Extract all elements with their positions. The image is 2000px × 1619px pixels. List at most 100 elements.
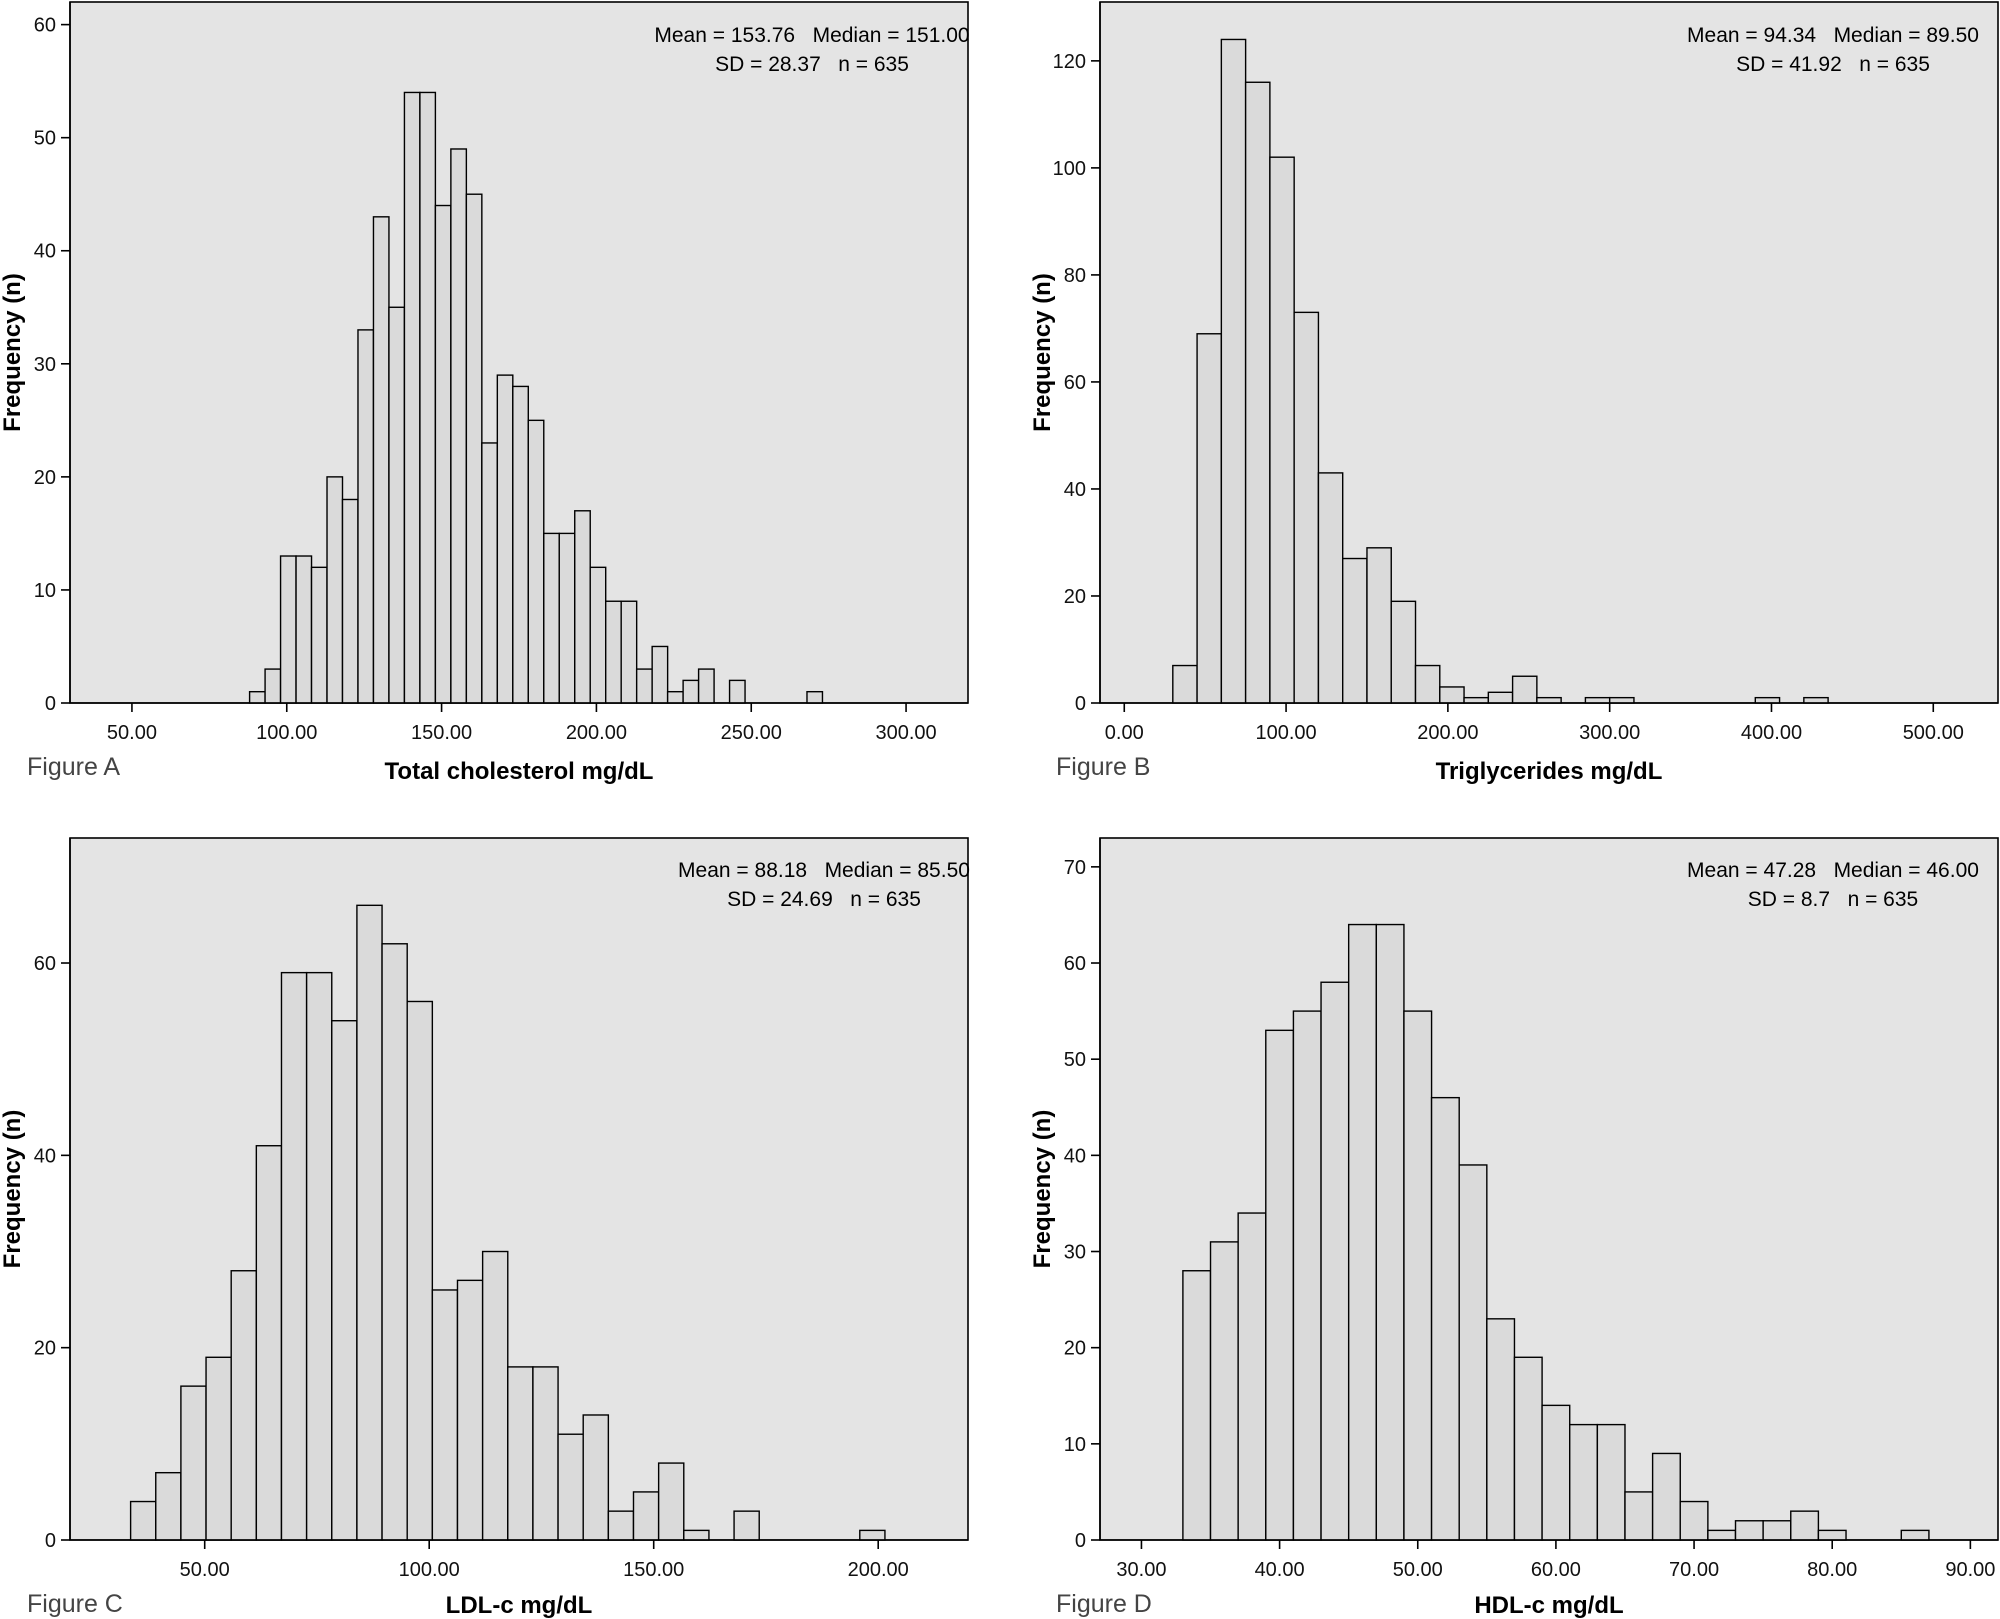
- histogram-bar: [558, 532, 576, 704]
- histogram-bar: [255, 1145, 283, 1541]
- histogram-bar: [450, 148, 468, 704]
- y-tick-label: 40: [1064, 1145, 1086, 1167]
- histogram-bar: [1265, 1029, 1295, 1541]
- histogram-bar: [356, 904, 383, 1541]
- x-tick-label: 60.00: [1531, 1559, 1581, 1581]
- x-tick-label: 300.00: [1579, 722, 1640, 744]
- histogram-bar: [357, 329, 375, 704]
- y-tick-label: 60: [34, 15, 56, 37]
- y-tick-label: 0: [45, 1530, 56, 1552]
- histogram-bar: [279, 555, 297, 704]
- histogram-bar: [155, 1471, 182, 1541]
- stats-line-2: SD = 41.92 n = 635: [1736, 53, 1930, 76]
- histogram-bar: [1679, 1500, 1709, 1541]
- x-tick-label: 70.00: [1669, 1559, 1719, 1581]
- x-tick-label: 0.00: [1105, 722, 1144, 744]
- x-tick-label: 150.00: [411, 722, 472, 744]
- y-tick-label: 60: [1064, 953, 1086, 975]
- y-tick-label: 120: [1053, 51, 1086, 73]
- histogram-bar: [733, 1510, 760, 1541]
- figure-label: Figure C: [27, 1590, 123, 1618]
- stats-line-2: SD = 28.37 n = 635: [715, 53, 909, 76]
- histogram-bar: [1220, 38, 1247, 704]
- histogram-bar: [388, 306, 406, 704]
- y-axis-title: Frequency (n): [1029, 273, 1056, 432]
- y-tick-label: 40: [34, 1145, 56, 1167]
- stats-line-1: Mean = 94.34 Median = 89.50: [1687, 24, 1979, 47]
- histogram-bar: [403, 91, 421, 704]
- x-tick-label: 200.00: [848, 1559, 909, 1581]
- histogram-bar: [1347, 923, 1378, 1541]
- histogram-bar: [1651, 1452, 1681, 1541]
- histogram-bar: [1754, 696, 1781, 704]
- histogram-bar: [582, 1414, 610, 1541]
- x-tick-label: 200.00: [566, 722, 627, 744]
- histogram-bar: [651, 645, 669, 704]
- x-tick-label: 200.00: [1417, 722, 1478, 744]
- histogram-bar: [1536, 696, 1562, 704]
- histogram-bar: [1513, 1356, 1543, 1541]
- histogram-bar: [481, 1250, 509, 1541]
- histogram-bar: [1541, 1404, 1571, 1541]
- histogram-bar: [507, 1366, 534, 1541]
- histogram-bar: [1458, 1164, 1488, 1541]
- histogram-bar: [230, 1270, 258, 1541]
- y-axis-title: Frequency (n): [0, 1110, 26, 1269]
- histogram-bar: [1317, 472, 1344, 704]
- x-tick-label: 100.00: [256, 722, 317, 744]
- histogram-bar: [1734, 1520, 1764, 1541]
- histogram-bar: [543, 532, 560, 704]
- histogram-bar: [683, 1529, 710, 1541]
- histogram-bar: [331, 1020, 358, 1541]
- histogram-bar: [682, 679, 700, 704]
- histogram-bar: [1320, 981, 1350, 1541]
- histogram-panel-a: 0 10 20 30 40 50 60 50.00 100.00 150.00 200.00 250.…: [0, 1, 970, 785]
- y-tick-label: 80: [1064, 265, 1086, 287]
- histogram-bar: [1342, 557, 1368, 704]
- histogram-bar: [1366, 547, 1392, 704]
- x-axis-title: Triglycerides mg/dL: [1436, 758, 1663, 785]
- histogram-bar: [481, 442, 499, 704]
- histogram-bar: [1707, 1529, 1737, 1541]
- x-tick-label: 250.00: [721, 722, 782, 744]
- stats-line-2: SD = 8.7 n = 635: [1748, 888, 1918, 911]
- histogram-bar: [697, 668, 715, 704]
- histogram-bar: [632, 1491, 660, 1541]
- histogram-bar: [512, 385, 529, 704]
- stats-line-1: Mean = 88.18 Median = 85.50: [678, 859, 970, 882]
- histogram-bar: [406, 1000, 434, 1541]
- y-tick-label: 0: [1075, 1530, 1086, 1552]
- y-tick-label: 50: [34, 128, 56, 150]
- histogram-bar: [1414, 664, 1441, 704]
- histogram-bar: [1584, 696, 1611, 704]
- histogram-bar: [1269, 156, 1295, 704]
- x-tick-label: 50.00: [107, 722, 157, 744]
- histogram-bar: [326, 476, 344, 704]
- histogram-bar: [1596, 1423, 1626, 1541]
- histogram-bar: [527, 419, 545, 704]
- y-tick-label: 50: [1064, 1049, 1086, 1071]
- histogram-bar: [434, 204, 452, 704]
- histogram-bar: [419, 91, 437, 704]
- x-axis-title: HDL-c mg/dL: [1474, 1592, 1623, 1619]
- histogram-panel-d: 0 10 20 30 40 50 60 70 30.00 40.00 50.00 60.00 70.00…: [1029, 837, 1999, 1619]
- histogram-bar: [1463, 696, 1490, 704]
- histogram-bar: [1430, 1096, 1460, 1541]
- x-tick-label: 300.00: [875, 722, 936, 744]
- histogram-bar: [1390, 600, 1417, 704]
- histogram-bar: [129, 1500, 157, 1541]
- x-tick-label: 100.00: [399, 1559, 460, 1581]
- histogram-bar: [1624, 1491, 1654, 1541]
- y-tick-label: 40: [1064, 479, 1086, 501]
- x-tick-label: 90.00: [1945, 1559, 1995, 1581]
- x-tick-label: 100.00: [1255, 722, 1316, 744]
- histogram-bar: [1375, 923, 1405, 1541]
- y-tick-label: 20: [1064, 586, 1086, 608]
- histogram-bar: [859, 1529, 886, 1541]
- y-tick-label: 30: [1064, 1242, 1086, 1264]
- histogram-bar: [248, 690, 266, 704]
- histogram-bar: [666, 690, 684, 704]
- histogram-bar: [607, 1510, 635, 1541]
- histogram-bar: [620, 600, 638, 704]
